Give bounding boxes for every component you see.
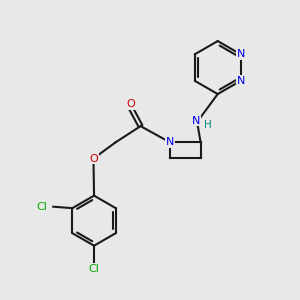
Text: N: N [191,116,200,126]
Text: N: N [166,137,174,147]
Text: Cl: Cl [88,264,100,274]
Text: O: O [126,99,135,109]
Text: O: O [89,154,98,164]
Text: Cl: Cl [37,202,47,212]
Text: N: N [236,76,245,86]
Text: N: N [236,49,245,59]
Text: H: H [203,120,211,130]
